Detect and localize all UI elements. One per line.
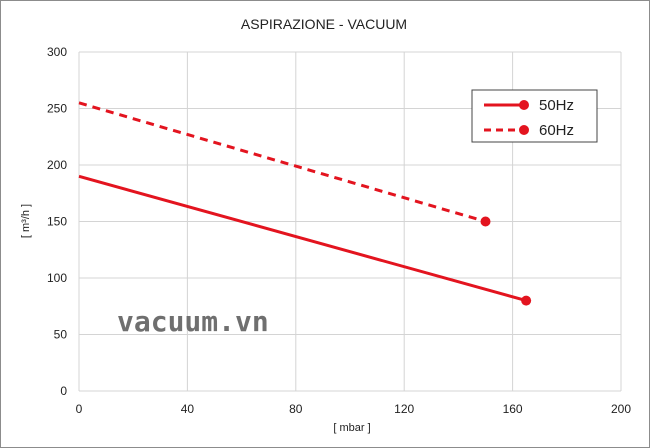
legend-marker-50hz xyxy=(519,100,529,110)
x-tick-label: 160 xyxy=(503,402,523,416)
y-axis-label: [ m³/h ] xyxy=(20,204,32,238)
watermark-text: vacuum.vn xyxy=(117,305,269,338)
y-tick-label: 150 xyxy=(47,215,67,229)
legend-label-50hz: 50Hz xyxy=(539,97,574,114)
data-point-50hz xyxy=(521,295,532,306)
legend: 50Hz 60Hz xyxy=(471,89,598,143)
series-line-60hz xyxy=(78,101,486,223)
x-tick-label: 80 xyxy=(289,402,303,416)
x-tick-label: 200 xyxy=(611,402,631,416)
x-tick-label: 120 xyxy=(394,402,414,416)
y-tick-label: 100 xyxy=(47,271,67,285)
legend-label-60hz: 60Hz xyxy=(539,122,574,139)
data-point-60hz xyxy=(480,216,491,227)
legend-marker-60hz xyxy=(519,125,529,135)
chart-title: ASPIRAZIONE - VACUUM xyxy=(241,16,407,32)
y-tick-label: 0 xyxy=(60,384,67,398)
y-tick-label: 300 xyxy=(47,45,67,59)
y-tick-label: 50 xyxy=(54,328,68,342)
series-layer xyxy=(78,101,532,306)
legend-box xyxy=(471,89,598,143)
tick-labels: 0 40 80 120 160 200 0 50 100 150 200 250 300 xyxy=(47,45,631,416)
x-tick-label: 40 xyxy=(181,402,195,416)
y-tick-label: 200 xyxy=(47,158,67,172)
x-tick-label: 0 xyxy=(76,402,83,416)
series-line-50hz xyxy=(78,174,527,303)
y-tick-label: 250 xyxy=(47,102,67,116)
gridlines xyxy=(78,51,622,392)
x-axis-label: [ mbar ] xyxy=(333,422,370,434)
